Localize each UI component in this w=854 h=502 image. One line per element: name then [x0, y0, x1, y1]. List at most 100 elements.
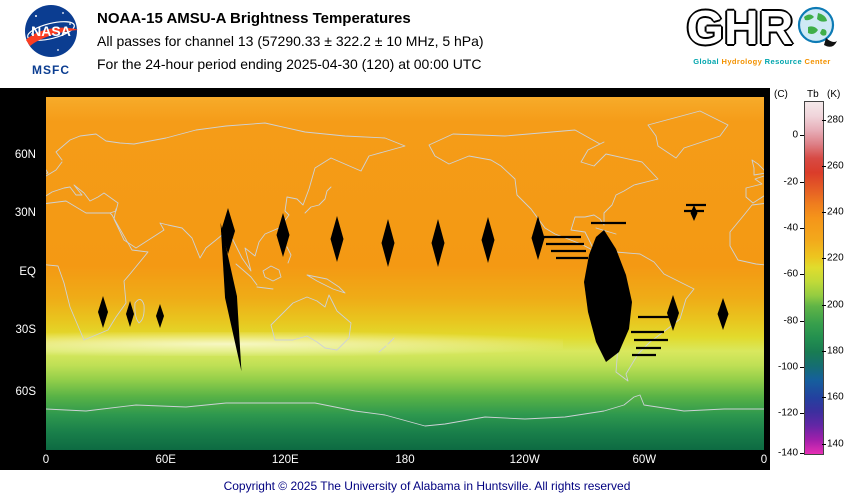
- coast-java: [256, 286, 274, 290]
- copyright-text: Copyright © 2025 The University of Alaba…: [223, 479, 631, 493]
- coast-philippines: [286, 246, 292, 264]
- coast-madagascar: [134, 299, 145, 324]
- colorbar-tick: [800, 453, 804, 454]
- colorbar-kelvin-label: 220: [827, 252, 844, 264]
- colorbar-tick: [822, 165, 826, 167]
- data-gap-diamond: [330, 216, 344, 262]
- coast-borneo: [262, 265, 282, 282]
- ghrc-letter-g: G: [686, 2, 724, 55]
- data-gap-diamond: [156, 304, 164, 328]
- footer: Copyright © 2025 The University of Alaba…: [0, 470, 854, 502]
- data-gap-diamond: [220, 222, 242, 372]
- colorbar-tick: [800, 228, 804, 230]
- data-gap-diamond: [276, 213, 290, 257]
- data-gap-diamond: [667, 295, 679, 331]
- lon-tick-label: 60W: [632, 454, 657, 466]
- coast-australia: [270, 294, 352, 351]
- ghrc-letter-h: H: [724, 2, 759, 55]
- coast-africa: [729, 203, 764, 266]
- colorbar-kelvin-label: 280: [827, 114, 844, 126]
- coast-japan: [304, 186, 332, 214]
- coast-north-america: [428, 129, 659, 257]
- ghrc-tagline-word: Center: [802, 57, 831, 66]
- colorbar-gradient: [804, 101, 824, 455]
- lat-tick-label: 60N: [14, 148, 36, 161]
- coast-europe-atlantic: [46, 161, 63, 177]
- colorbar-tick: [800, 320, 804, 322]
- colorbar-celsius-label: -20: [783, 176, 798, 188]
- colorbar-celsius-label: -40: [783, 222, 798, 234]
- colorbar-tick: [822, 258, 826, 260]
- lon-tick-label: 0: [760, 454, 768, 466]
- colorbar-tick: [822, 212, 826, 214]
- colorbar-tick: [800, 274, 804, 276]
- colorbar-tick: [822, 443, 826, 445]
- lon-tick-label: 180: [395, 454, 415, 466]
- coast-uk: [751, 159, 764, 176]
- lat-axis: 60N 30N EQ 30S 60S: [0, 97, 42, 450]
- colorbar-tick: [822, 119, 826, 121]
- colorbar-panel: (C) Tb (K) 0 -20 -40 -60 -80 -100 -120 -140 280 2…: [770, 88, 854, 470]
- colorbar-celsius-label: 0: [792, 129, 798, 141]
- lat-tick-label: 30N: [14, 207, 36, 220]
- lat-tick-label: 30S: [15, 323, 36, 336]
- subtitle-period: For the 24-hour period ending 2025-04-30…: [97, 56, 482, 72]
- colorbar-tick: [822, 397, 826, 399]
- lon-tick-label: 60E: [155, 454, 176, 466]
- data-gap-diamond: [431, 219, 445, 267]
- colorbar-celsius-label: -60: [783, 268, 798, 280]
- nasa-logo-block: NASA MSFC: [12, 4, 90, 77]
- colorbar-kelvin-label: 240: [827, 206, 844, 218]
- colorbar-celsius-label: -140: [777, 447, 798, 459]
- coast-asia: [113, 122, 406, 272]
- colorbar-tick: [822, 304, 826, 306]
- data-gap-blob: [584, 230, 632, 362]
- lon-tick-label: 0: [42, 454, 50, 466]
- coast-europe-atlantic: [745, 175, 764, 204]
- data-gap-diamond: [531, 216, 545, 260]
- coast-scandinavia: [55, 133, 135, 161]
- world-coastlines: [46, 110, 764, 427]
- ghrc-letter-r: R: [758, 2, 794, 55]
- coast-antarctica: [46, 394, 764, 427]
- data-gap-diamond: [690, 205, 698, 221]
- colorbar-kelvin-label: 260: [827, 160, 844, 172]
- data-gap-diamond: [98, 296, 108, 328]
- page-title: NOAA-15 AMSU-A Brightness Temperatures: [97, 10, 411, 27]
- ghrc-globe-icon: [798, 6, 838, 47]
- coast-new-zealand: [378, 337, 395, 353]
- colorbar-celsius-label: -120: [777, 407, 798, 419]
- colorbar-celsius-label: -100: [777, 361, 798, 373]
- colorbar-title-kelvin: (K): [827, 89, 841, 100]
- ghrc-tagline-word: Resource: [762, 57, 803, 66]
- colorbar-kelvin-label: 180: [827, 345, 844, 357]
- colorbar-title-celsius: (C): [774, 89, 788, 100]
- map-panel: 60N 30N EQ 30S 60S 0 60E 120E 180 120W 60W 0: [0, 88, 770, 470]
- data-gap-layer: [98, 203, 729, 372]
- colorbar-kelvin-label: 160: [827, 391, 844, 403]
- colorbar: 0 -20 -40 -60 -80 -100 -120 -140 280 260 240 220 200…: [770, 101, 854, 459]
- data-gap-diamond: [717, 298, 729, 330]
- title-block: NOAA-15 AMSU-A Brightness Temperatures A…: [97, 7, 484, 76]
- lon-tick-label: 120W: [509, 454, 540, 466]
- map-plot: [46, 97, 764, 450]
- colorbar-kelvin-label: 140: [827, 438, 844, 450]
- ghrc-logo: G H R Global Hydrology Resource Center: [676, 3, 848, 66]
- coast-mediterranean: [46, 184, 119, 214]
- subtitle-channel: All passes for channel 13 (57290.33 ± 32…: [97, 33, 484, 49]
- lon-tick-label: 120E: [271, 454, 299, 466]
- nasa-wordmark: NASA: [31, 23, 71, 39]
- lat-tick-label: EQ: [19, 266, 36, 279]
- ghrc-tagline: Global Hydrology Resource Center: [676, 57, 848, 66]
- colorbar-celsius-label: -80: [783, 315, 798, 327]
- coast-new-guinea: [306, 274, 346, 294]
- colorbar-tick: [800, 181, 804, 183]
- chart-area: 60N 30N EQ 30S 60S 0 60E 120E 180 120W 60W 0 (C) T…: [0, 88, 854, 470]
- header: NASA MSFC NOAA-15 AMSU-A Brightness Temp…: [0, 0, 854, 88]
- ghrc-tagline-word: Hydrology: [719, 57, 763, 66]
- msfc-label: MSFC: [32, 63, 70, 77]
- coast-greenland: [647, 110, 729, 159]
- colorbar-tick: [800, 367, 804, 369]
- colorbar-title-tb: Tb: [807, 89, 819, 100]
